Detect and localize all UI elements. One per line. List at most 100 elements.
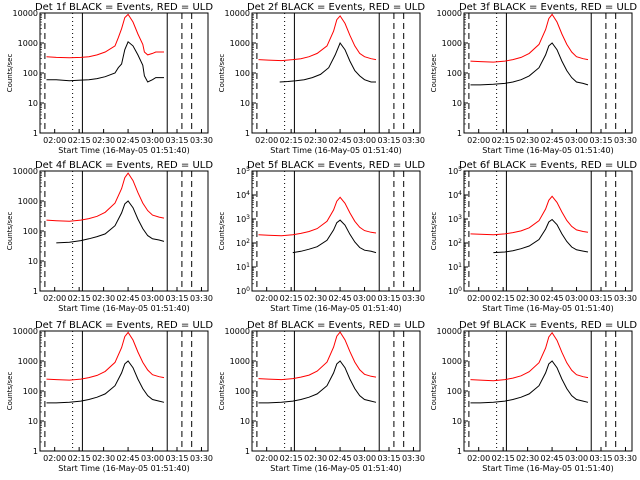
y-axis-label: Counts/sec [218, 372, 226, 411]
x-tick-label: 02:30 [304, 136, 327, 145]
series-line-uld [46, 172, 165, 222]
x-tick-label: 02:45 [117, 294, 140, 303]
x-tick-label: 03:15 [589, 136, 612, 145]
x-tick-label: 03:15 [377, 454, 400, 463]
panel-title: Det 7f BLACK = Events, RED = ULD [35, 320, 213, 331]
y-tick-label: 100 [236, 286, 250, 296]
y-tick-label: 1 [245, 129, 250, 138]
x-tick-label: 03:15 [165, 294, 188, 303]
x-tick-label: 02:15 [280, 454, 303, 463]
y-tick-label: 102 [236, 238, 250, 248]
x-tick-label: 03:30 [402, 294, 425, 303]
x-tick-label: 02:30 [304, 454, 327, 463]
y-tick-label: 10 [452, 99, 462, 108]
y-tick-label: 1 [33, 129, 38, 138]
y-axis-label: Counts/sec [430, 212, 438, 251]
x-tick-label: 03:00 [565, 136, 588, 145]
y-tick-label: 104 [236, 190, 250, 200]
x-tick-label: 02:15 [280, 136, 303, 145]
x-tick-label: 02:30 [516, 136, 539, 145]
panel-2: Det 2f BLACK = Events, RED = ULD 1 10 100 10… [218, 2, 425, 155]
series-line-uld [258, 196, 377, 237]
y-tick-label: 100 [235, 69, 250, 78]
x-axis-label: Start Time (16-May-05 01:51:40) [270, 146, 401, 155]
y-tick-label: 101 [236, 262, 250, 272]
x-tick-label: 02:00 [467, 136, 490, 145]
y-tick-label: 1 [33, 447, 38, 456]
x-tick-label: 02:00 [43, 294, 66, 303]
x-tick-label: 02:45 [117, 454, 140, 463]
x-tick-label: 02:15 [492, 454, 515, 463]
x-tick-label: 02:30 [92, 454, 115, 463]
plot-frame [39, 12, 209, 134]
x-axis-label: Start Time (16-May-05 01:51:40) [482, 304, 613, 313]
y-tick-label: 105 [448, 166, 462, 176]
y-tick-label: 102 [448, 238, 462, 248]
y-tick-label: 100 [448, 286, 462, 296]
y-tick-label: 10 [28, 417, 38, 426]
series-line-uld [470, 195, 589, 236]
y-tick-label: 10 [240, 417, 250, 426]
plot-frame [251, 12, 421, 134]
x-tick-label: 03:15 [589, 454, 612, 463]
y-axis-label: Counts/sec [430, 372, 438, 411]
panel-4: Det 4f BLACK = Events, RED = ULD 1 10 100 10… [6, 160, 213, 313]
x-tick-label: 03:00 [353, 136, 376, 145]
x-tick-label: 03:30 [190, 454, 213, 463]
plot-frame [39, 170, 209, 292]
x-axis-label: Start Time (16-May-05 01:51:40) [482, 464, 613, 473]
y-axis-label: Counts/sec [6, 372, 14, 411]
y-tick-label: 1000 [442, 357, 462, 366]
x-tick-label: 02:00 [43, 454, 66, 463]
x-tick-label: 02:00 [467, 454, 490, 463]
y-tick-label: 10000 [13, 167, 38, 176]
x-axis-label: Start Time (16-May-05 01:51:40) [58, 464, 189, 473]
x-axis-label: Start Time (16-May-05 01:51:40) [58, 304, 189, 313]
x-tick-label: 03:30 [614, 136, 637, 145]
x-tick-label: 02:30 [304, 294, 327, 303]
x-tick-label: 02:45 [541, 136, 564, 145]
x-tick-label: 03:30 [402, 136, 425, 145]
y-tick-label: 1000 [18, 197, 38, 206]
y-tick-label: 10 [28, 257, 38, 266]
panel-title: Det 6f BLACK = Events, RED = ULD [459, 160, 637, 171]
x-tick-label: 02:45 [541, 454, 564, 463]
panel-8: Det 8f BLACK = Events, RED = ULD 1 10 100 10… [218, 320, 425, 473]
y-axis-label: Counts/sec [430, 54, 438, 93]
plot-frame [463, 170, 633, 292]
x-tick-label: 03:30 [190, 136, 213, 145]
x-tick-label: 02:45 [329, 454, 352, 463]
x-tick-label: 02:00 [43, 136, 66, 145]
y-tick-label: 100 [23, 227, 38, 236]
y-tick-label: 1 [457, 447, 462, 456]
series-line-uld [258, 15, 377, 62]
x-axis-label: Start Time (16-May-05 01:51:40) [270, 304, 401, 313]
x-tick-label: 03:00 [141, 136, 164, 145]
plot-frame [463, 330, 633, 452]
panel-5: Det 5f BLACK = Events, RED = ULD 100 101 10… [218, 160, 425, 313]
series-line-uld [470, 13, 589, 63]
y-tick-label: 1000 [18, 357, 38, 366]
x-tick-label: 03:15 [589, 294, 612, 303]
y-axis-label: Counts/sec [218, 54, 226, 93]
x-tick-label: 02:45 [329, 136, 352, 145]
series-line-uld [470, 331, 589, 382]
x-tick-label: 02:00 [255, 294, 278, 303]
series-line-events [292, 219, 377, 254]
y-tick-label: 10000 [225, 9, 250, 18]
y-tick-label: 10000 [225, 327, 250, 336]
y-tick-label: 1 [457, 129, 462, 138]
y-tick-label: 1000 [18, 39, 38, 48]
y-tick-label: 10 [240, 99, 250, 108]
plot-frame [39, 330, 209, 452]
x-tick-label: 03:00 [353, 294, 376, 303]
y-tick-label: 1000 [442, 39, 462, 48]
panel-title: Det 3f BLACK = Events, RED = ULD [459, 2, 637, 13]
y-tick-label: 100 [23, 69, 38, 78]
plot-frame [463, 12, 633, 134]
x-tick-label: 02:45 [329, 294, 352, 303]
x-tick-label: 02:15 [492, 294, 515, 303]
x-tick-label: 02:15 [68, 294, 91, 303]
x-tick-label: 03:15 [165, 136, 188, 145]
series-line-events [56, 200, 165, 244]
